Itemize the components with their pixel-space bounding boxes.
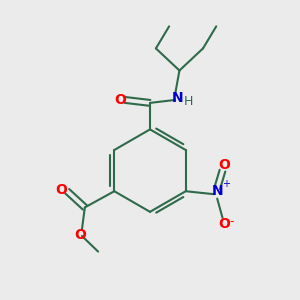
Text: H: H xyxy=(184,95,193,108)
Text: N: N xyxy=(212,184,223,198)
Text: O: O xyxy=(218,217,230,231)
Text: -: - xyxy=(230,215,234,228)
Text: N: N xyxy=(172,91,183,105)
Text: O: O xyxy=(115,93,127,107)
Text: O: O xyxy=(74,228,86,242)
Text: O: O xyxy=(56,183,67,197)
Text: +: + xyxy=(222,179,230,189)
Text: O: O xyxy=(218,158,230,172)
